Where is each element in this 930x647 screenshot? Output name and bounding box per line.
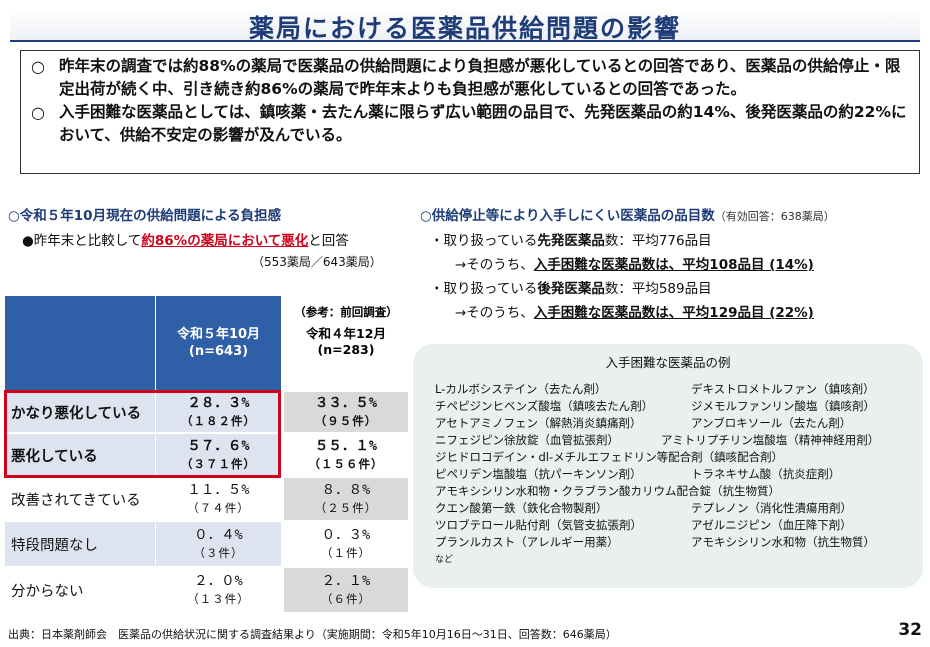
header-blank: [5, 296, 155, 390]
row-previous-no-problem: ０．３% （１件）: [284, 522, 408, 566]
line-text: 数：平均589品目: [604, 281, 712, 297]
example-etc: など: [435, 555, 454, 565]
previous-count: （６件）: [321, 592, 371, 606]
example-item: L-カルボシステイン（去たん剤）: [435, 382, 607, 396]
header-previous-n: (n=283): [317, 342, 375, 357]
summary-box: ○ 昨年末の調査では約88%の薬局で医薬品の供給問題により負担感が悪化していると…: [20, 50, 920, 174]
row-current-very-worse: ２８．３% （１８２件）: [156, 392, 281, 432]
example-item: ニフェジピン徐放錠（血管拡張剤）: [435, 433, 619, 447]
right-line-generic-hard: →そのうち、入手困難な医薬品数は、平均129品目 (22%): [455, 301, 814, 321]
row-label-improving: 改善されてきている: [5, 478, 155, 520]
line-underline: 入手困難な医薬品数は、平均108品目 (14%): [533, 257, 814, 273]
left-bullet: ●昨年末と比較して約86%の薬局において悪化と回答: [22, 229, 349, 249]
example-item: クエン酸第一鉄（鉄化合物製剤）: [435, 501, 608, 515]
row-previous-improving: ８．８% （２５件）: [284, 478, 408, 520]
left-bullet-pre: ●昨年末と比較して: [22, 233, 142, 249]
current-pct: ２８．３%: [187, 395, 250, 411]
page-number: 32: [898, 620, 922, 640]
highlight-frame: [4, 390, 281, 478]
example-item: アミトリプチリン塩酸塩（精神神経用剤）: [661, 433, 880, 447]
current-pct: ２．０%: [194, 573, 243, 589]
previous-pct: ２．１%: [321, 573, 371, 589]
source-note: 出典：日本薬剤師会 医薬品の供給状況に関する調査結果より（実施期間：令和5年10…: [8, 628, 617, 641]
current-count: （３件）: [193, 546, 244, 560]
previous-pct: ５５．１%: [314, 438, 378, 454]
line-bold: 後発医薬品: [537, 281, 605, 297]
right-heading-note: （有効回答：638薬局）: [714, 210, 835, 223]
examples-title: 入手困難な医薬品の例: [605, 355, 731, 370]
examples-panel: 入手困難な医薬品の例 L-カルボシステイン（去たん剤） チペピジンヒベンズ酸塩（…: [413, 344, 923, 588]
row-current-improving: １１．５% （７４件）: [156, 478, 281, 520]
header-previous-title: 令和４年12月: [306, 326, 386, 341]
right-line-brand: ・取り扱っている先発医薬品数：平均776品目: [430, 229, 712, 249]
row-label-worse: 悪化している: [5, 434, 155, 476]
title-bar: 薬局における医薬品供給問題の影響: [10, 6, 920, 43]
line-bold: 先発医薬品: [537, 233, 605, 249]
previous-count: （１５６件）: [308, 457, 384, 471]
right-section-heading: ○供給停止等により入手しにくい医薬品の品目数（有効回答：638薬局）: [420, 204, 835, 224]
line-underline: 入手困難な医薬品数は、平均129品目 (22%): [533, 305, 814, 321]
summary-item-1: ○ 昨年末の調査では約88%の薬局で医薬品の供給問題により負担感が悪化していると…: [29, 55, 911, 101]
example-item: デキストロメトルファン（鎮咳剤）: [691, 382, 875, 396]
previous-count: （１件）: [321, 546, 371, 560]
circle-bullet-icon: ○: [31, 103, 45, 122]
example-item: テプレノン（消化性潰瘍用剤）: [691, 501, 852, 515]
left-bullet-emphasis: 約86%の薬局において悪化: [141, 233, 309, 249]
row-previous-worse: ５５．１% （１５６件）: [284, 434, 408, 476]
example-item: アセトアミノフェン（解熱消炎鎮痛剤）: [435, 416, 642, 430]
example-item: ピペリデン塩酸塩（抗パーキンソン剤）: [435, 467, 642, 481]
example-item: ツロブテロール貼付剤（気管支拡張剤）: [435, 518, 642, 532]
row-label-very-worse: かなり悪化している: [5, 392, 155, 432]
example-item: アモキシシリン水和物・クラブラン酸カリウム配合錠（抗生物質）: [435, 484, 780, 498]
row-current-unknown: ２．０% （１３件）: [156, 568, 281, 612]
summary-item-2: ○ 入手困難な医薬品としては、鎮咳薬・去たん薬に限らず広い範囲の品目で、先発医薬…: [29, 101, 911, 147]
right-line-brand-hard: →そのうち、入手困難な医薬品数は、平均108品目 (14%): [455, 253, 814, 273]
right-heading-text: ○供給停止等により入手しにくい医薬品の品目数: [420, 208, 715, 224]
header-previous-note: （参考：前回調査）: [294, 305, 398, 319]
current-count: （７４件）: [187, 501, 250, 515]
left-section-heading: ○令和５年10月現在の供給問題による負担感: [8, 208, 282, 224]
previous-pct: ３３．５%: [314, 395, 378, 411]
row-label-no-problem: 特段問題なし: [5, 522, 155, 566]
line-text: →そのうち、: [455, 257, 534, 273]
row-previous-very-worse: ３３．５% （９５件）: [284, 392, 408, 432]
page-title: 薬局における医薬品供給問題の影響: [248, 14, 681, 43]
example-item: プランルカスト（アレルギー用薬）: [435, 535, 619, 549]
current-count: （１３件）: [187, 592, 250, 606]
previous-pct: ０．３%: [321, 527, 371, 543]
example-item: トラネキサム酸（抗炎症剤）: [691, 467, 841, 481]
summary-text-1: 昨年末の調査では約88%の薬局で医薬品の供給問題により負担感が悪化しているとの回…: [59, 57, 901, 98]
previous-count: （９５件）: [314, 414, 378, 428]
line-text: ・取り扱っている: [430, 281, 538, 297]
right-line-generic: ・取り扱っている後発医薬品数：平均589品目: [430, 277, 712, 297]
row-current-no-problem: ０．４% （３件）: [156, 522, 281, 566]
line-text: ・取り扱っている: [430, 233, 538, 249]
current-pct: １１．５%: [187, 482, 250, 498]
example-item: チペピジンヒベンズ酸塩（鎮咳去たん剤）: [435, 399, 654, 413]
example-item: ジヒドロコデイン・dl-メチルエフェドリン等配合剤（鎮咳配合剤）: [435, 450, 784, 464]
circle-bullet-icon: ○: [31, 57, 45, 76]
line-text: 数：平均776品目: [604, 233, 712, 249]
previous-count: （２５件）: [314, 501, 378, 515]
current-count: （１８２件）: [181, 414, 256, 428]
summary-text-2: 入手困難な医薬品としては、鎮咳薬・去たん薬に限らず広い範囲の品目で、先発医薬品の…: [59, 103, 907, 144]
row-previous-unknown: ２．１% （６件）: [284, 568, 408, 612]
example-item: アモキシシリン水和物（抗生物質）: [691, 535, 875, 549]
header-current-n: (n=643): [188, 344, 249, 359]
line-text: →そのうち、: [455, 305, 534, 321]
header-previous: （参考：前回調査） 令和４年12月 (n=283): [284, 296, 408, 390]
example-item: アゼルニジピン（血圧降下剤）: [691, 518, 852, 532]
left-bullet-post: と回答: [308, 233, 349, 249]
current-count: （３７１件）: [181, 457, 256, 471]
current-pct: ５７．６%: [187, 438, 250, 454]
example-item: アンブロキソール（去たん剤）: [691, 416, 852, 430]
left-count: （553薬局／643薬局）: [252, 255, 382, 269]
header-current: 令和５年10月 (n=643): [156, 296, 281, 390]
previous-pct: ８．８%: [321, 482, 371, 498]
example-item: ジメモルファンリン酸塩（鎮咳剤）: [691, 399, 875, 413]
row-current-worse: ５７．６% （３７１件）: [156, 434, 281, 476]
row-label-unknown: 分からない: [5, 568, 155, 612]
header-current-title: 令和５年10月: [176, 327, 261, 342]
current-pct: ０．４%: [194, 527, 243, 543]
